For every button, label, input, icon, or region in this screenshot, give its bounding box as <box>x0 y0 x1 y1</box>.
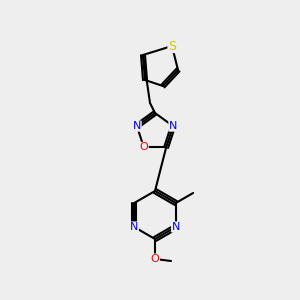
Text: N: N <box>130 222 138 232</box>
Text: S: S <box>168 40 176 52</box>
Text: N: N <box>133 121 141 131</box>
Text: O: O <box>151 254 159 264</box>
Text: N: N <box>172 222 180 232</box>
Text: N: N <box>169 121 177 131</box>
Text: O: O <box>140 142 148 152</box>
